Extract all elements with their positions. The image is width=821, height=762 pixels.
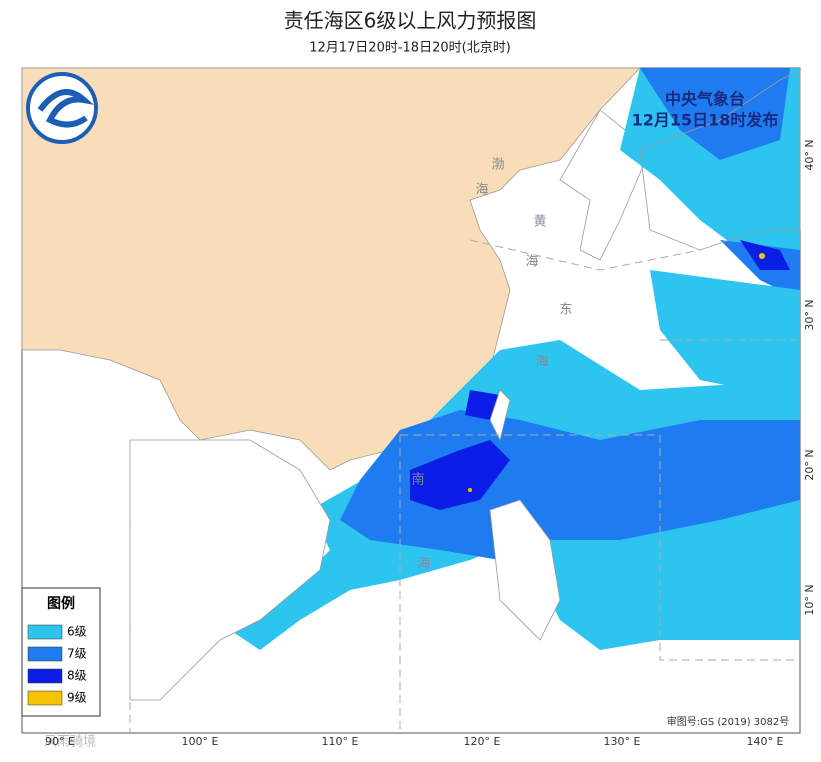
sea-label: 海 [475,183,488,198]
land-taiwan [489,389,511,442]
title: 责任海区6级以上风力预报图 [284,9,537,33]
sea-label: 海 [525,255,538,270]
legend-label: 8级 [67,669,87,683]
legend-label: 7级 [67,647,87,661]
legend-label: 6级 [67,625,87,639]
subtitle: 12月17日20时-18日20时(北京时) [309,41,511,56]
map [21,67,801,734]
zone-lines [129,239,800,733]
legend-title: 图例 [47,595,75,612]
wind-areas [230,68,800,650]
lon-label: 120° E [464,735,501,748]
legend-swatch [27,646,63,662]
sea-label: 南 [411,472,424,488]
legend-swatch [27,624,63,640]
logo [26,72,98,144]
legend: 图例 6级 7级 8级 9级 [21,587,101,717]
land-japan [639,69,801,251]
lat-label: 30° N [803,299,816,330]
lon-label: 140° E [747,735,784,748]
lon-label: 110° E [322,735,359,748]
lat-label: 20° N [803,449,816,480]
sea-label: 渤 [491,157,504,173]
sea-label: 黄 [533,215,546,230]
legend-swatch [27,668,63,684]
land-indochina [129,439,331,701]
lon-label: 130° E [604,735,641,748]
review-number: 审图号:GS (2019) 3082号 [667,715,790,728]
issue-time: 12月15日18时发布 [632,111,779,130]
sea-label: 海 [535,355,548,370]
lon-label: 90° E [45,735,75,748]
sea-label: 海 [417,557,430,572]
land-philippines [489,499,561,641]
lat-label: 40° N [803,139,816,170]
sea-label: 东 [559,303,572,318]
agency: 中央气象台 [665,90,745,109]
lat-label: 10° N [803,584,816,615]
legend-label: 9级 [67,691,87,705]
legend-swatch [27,690,63,706]
watermark: 风雨骑境 [44,735,96,750]
lon-label: 100° E [182,735,219,748]
